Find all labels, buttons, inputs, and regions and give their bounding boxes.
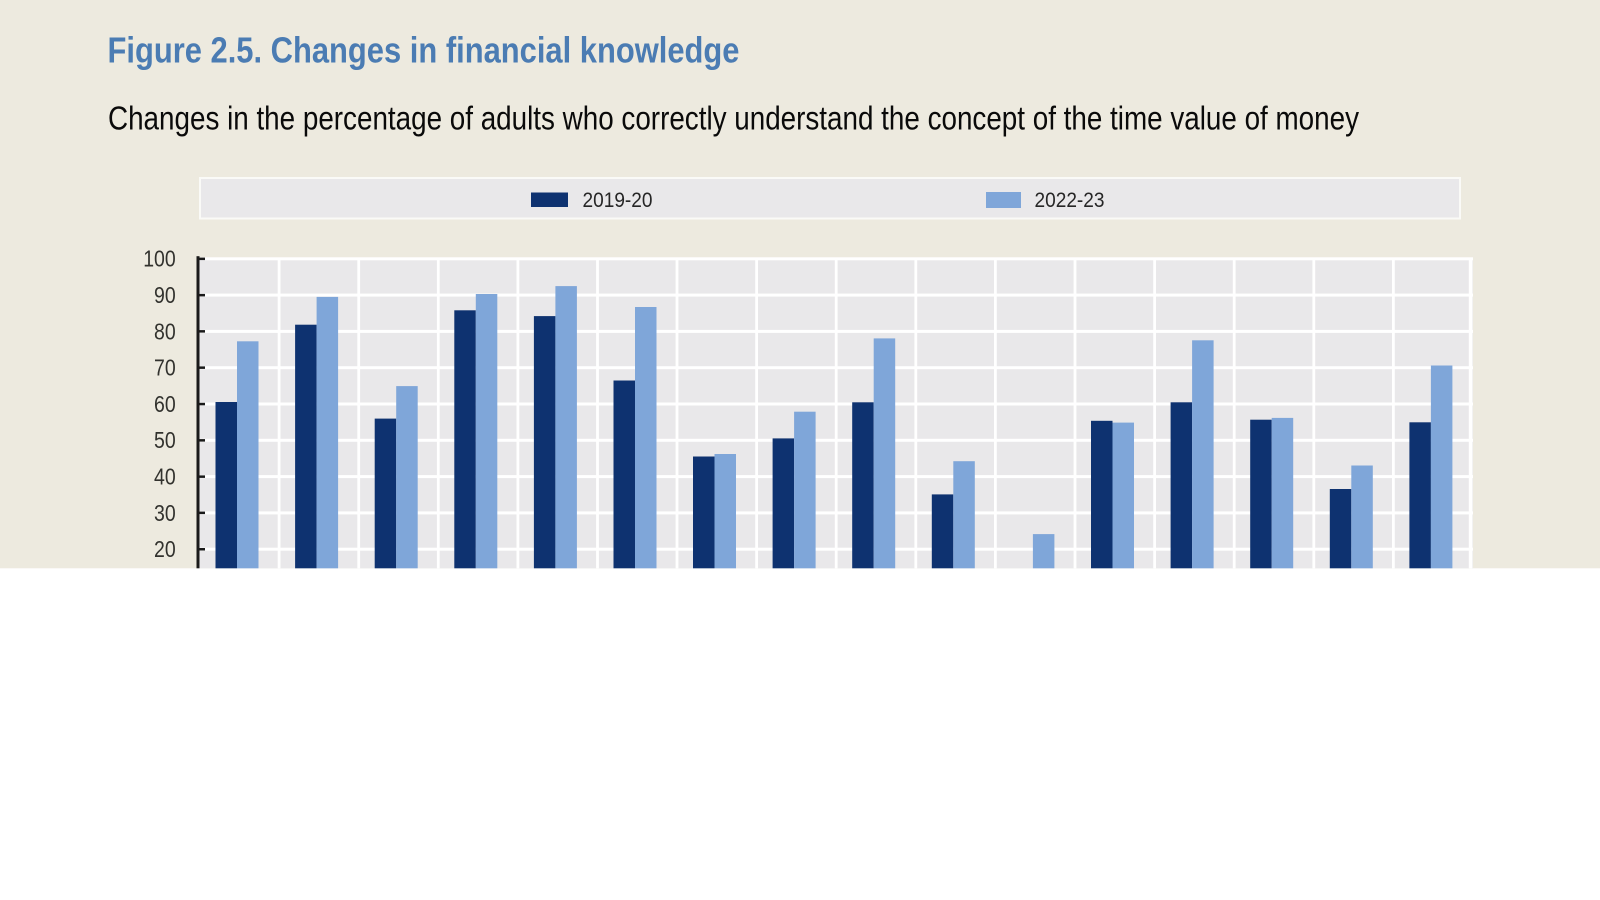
svg-text:30: 30 <box>154 500 176 526</box>
svg-text:60: 60 <box>154 391 176 417</box>
svg-text:90: 90 <box>154 282 176 308</box>
svg-text:Changes in the percentage of a: Changes in the percentage of adults who … <box>108 101 1359 138</box>
svg-text:100: 100 <box>143 246 176 272</box>
svg-text:2019-20: 2019-20 <box>583 188 653 212</box>
svg-text:Figure 2.5. Changes in financi: Figure 2.5. Changes in financial knowled… <box>108 30 740 71</box>
svg-text:20: 20 <box>154 536 176 562</box>
svg-text:80: 80 <box>154 318 176 344</box>
svg-text:70: 70 <box>154 355 176 381</box>
svg-text:50: 50 <box>154 427 176 453</box>
svg-text:2022-23: 2022-23 <box>1035 188 1105 212</box>
svg-text:40: 40 <box>154 464 176 490</box>
